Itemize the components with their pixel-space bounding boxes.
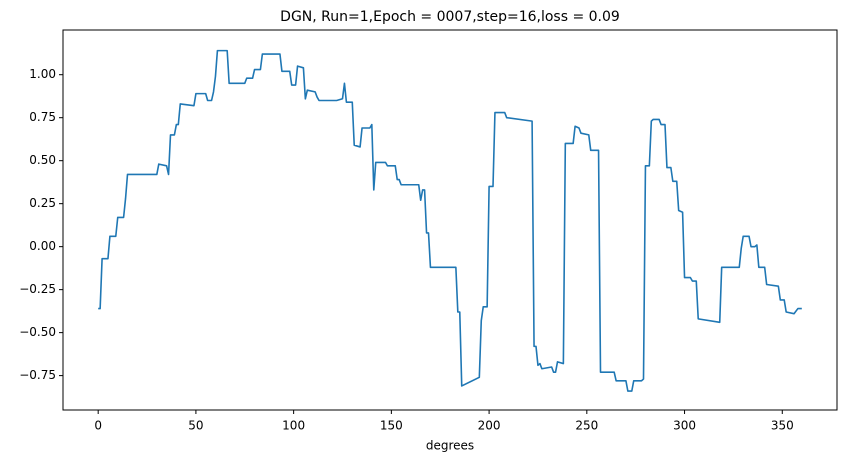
x-tick-label: 0	[94, 419, 102, 433]
y-tick-label: 0.25	[29, 196, 56, 210]
y-tick-label: 1.00	[29, 67, 56, 81]
x-tick-label: 200	[478, 419, 501, 433]
plot-frame	[62, 29, 838, 411]
x-tick-label: 300	[673, 419, 696, 433]
x-tick-label: 350	[771, 419, 794, 433]
data-line	[98, 49, 802, 392]
y-tick-label: −0.75	[19, 368, 56, 382]
y-tick-label: −0.50	[19, 325, 56, 339]
y-tick-label: −0.25	[19, 282, 56, 296]
x-tick-label: 150	[380, 419, 403, 433]
x-tick-label: 250	[575, 419, 598, 433]
chart-title: DGN, Run=1,Epoch = 0007,step=16,loss = 0…	[280, 9, 620, 25]
x-tick-label: 50	[188, 419, 203, 433]
y-tick-label: 0.50	[29, 153, 56, 167]
y-tick-label: 0.00	[29, 239, 56, 253]
x-tick-label: 100	[282, 419, 305, 433]
y-tick-label: 0.75	[29, 110, 56, 124]
x-axis-label: degrees	[426, 439, 474, 453]
